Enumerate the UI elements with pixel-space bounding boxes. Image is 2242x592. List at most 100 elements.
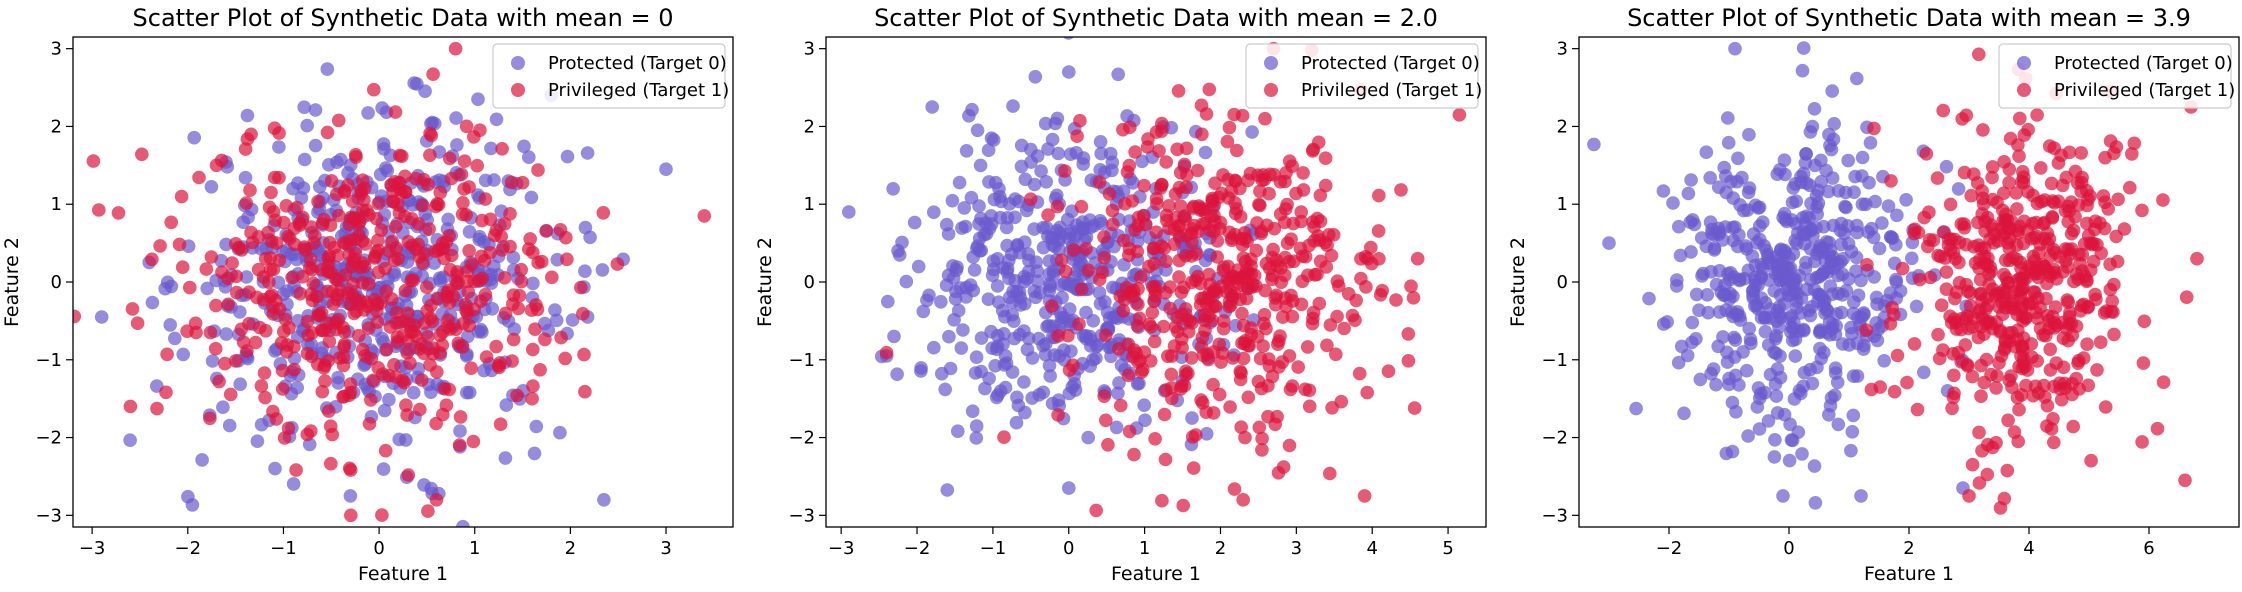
- scatter-point: [308, 103, 323, 117]
- scatter-point: [2136, 356, 2151, 370]
- scatter-point: [2093, 335, 2108, 350]
- scatter-point: [1850, 71, 1864, 86]
- scatter-point: [957, 201, 972, 215]
- scatter-point: [183, 280, 197, 295]
- scatter-point: [1325, 401, 1339, 415]
- scatter-point: [1093, 135, 1108, 149]
- scatter-point: [1235, 306, 1249, 321]
- scatter-point: [1795, 447, 1809, 461]
- scatter-point: [436, 407, 450, 422]
- scatter-point: [1265, 272, 1279, 287]
- scatter-point: [545, 270, 559, 285]
- scatter-point: [2054, 392, 2069, 407]
- scatter-point: [230, 285, 244, 300]
- scatter-point: [1133, 270, 1148, 284]
- scatter-point: [2044, 176, 2059, 191]
- scatter-point: [275, 363, 290, 378]
- scatter-point: [1881, 199, 1896, 213]
- scatter-point: [1695, 269, 1709, 283]
- scatter-point: [1170, 142, 1184, 157]
- x-axis-label: Feature 1: [1864, 563, 1954, 585]
- scatter-point: [1329, 347, 1343, 362]
- scatter-point: [1178, 209, 1192, 223]
- scatter-point: [1905, 251, 1919, 266]
- scatter-point: [554, 330, 568, 345]
- scatter-point: [1337, 321, 1351, 336]
- scatter-point: [289, 252, 304, 267]
- scatter-point: [1200, 347, 1215, 362]
- scatter-point: [478, 192, 493, 206]
- scatter-point: [1294, 214, 1309, 229]
- scatter-point: [1885, 231, 1900, 245]
- scatter-point: [1848, 169, 1862, 184]
- scatter-point: [1017, 324, 1031, 338]
- scatter-point: [1131, 210, 1146, 225]
- scatter-point: [565, 313, 580, 327]
- scatter-point: [1931, 327, 1945, 342]
- scatter-point: [1789, 301, 1804, 315]
- scatter-point: [1807, 459, 1822, 473]
- scatter-point: [538, 332, 552, 347]
- scatter-point: [221, 297, 236, 312]
- y-tick-label: −3: [788, 505, 815, 526]
- scatter-point: [415, 198, 430, 213]
- scatter-point: [1252, 420, 1267, 435]
- scatter-point: [1394, 183, 1408, 197]
- scatter-point: [881, 294, 895, 309]
- scatter-point: [1212, 337, 1226, 352]
- scatter-point: [1073, 113, 1087, 128]
- scatter-point: [1972, 47, 1986, 62]
- scatter-point: [842, 205, 856, 219]
- y-tick-label: −1: [788, 350, 815, 371]
- scatter-point: [1093, 163, 1107, 177]
- scatter-point: [1689, 287, 1704, 302]
- scatter-point: [942, 329, 956, 344]
- scatter-point: [1072, 317, 1086, 331]
- scatter-point: [1983, 232, 1997, 246]
- scatter-point: [456, 196, 470, 210]
- scatter-point: [1795, 63, 1810, 78]
- scatter-point: [398, 209, 412, 224]
- scatter-point: [1185, 430, 1200, 444]
- scatter-point: [597, 493, 611, 507]
- scatter-point: [2025, 350, 2039, 365]
- scatter-point: [1052, 349, 1067, 363]
- scatter-point: [203, 325, 218, 340]
- scatter-point: [1410, 251, 1425, 266]
- scatter-point: [2038, 390, 2052, 404]
- scatter-point: [1964, 188, 1978, 203]
- scatter-point: [1253, 184, 1267, 199]
- scatter-point: [1051, 408, 1065, 422]
- scatter-point: [159, 385, 173, 400]
- chart-title: Scatter Plot of Synthetic Data with mean…: [133, 4, 674, 32]
- y-tick-label: 1: [51, 194, 62, 215]
- scatter-point: [1030, 149, 1045, 163]
- scatter-point: [535, 254, 549, 269]
- scatter-point: [1302, 399, 1317, 414]
- scatter-point: [1883, 286, 1898, 300]
- scatter-point: [1043, 369, 1057, 383]
- scatter-point: [1262, 359, 1277, 373]
- legend-box: [1245, 43, 1479, 109]
- scatter-point: [441, 283, 456, 298]
- scatter-point: [176, 347, 190, 362]
- scatter-point: [357, 193, 371, 207]
- legend: Protected (Target 0) Privileged (Target 1…: [1998, 43, 2235, 109]
- scatter-point: [304, 287, 318, 302]
- scatter-point: [185, 498, 200, 512]
- scatter-point: [298, 243, 313, 257]
- scatter-point: [1194, 98, 1209, 113]
- scatter-point: [1699, 145, 1714, 159]
- scatter-point: [1058, 164, 1072, 178]
- scatter-point: [890, 367, 904, 382]
- chart-title: Scatter Plot of Synthetic Data with mean…: [1627, 4, 2191, 32]
- scatter-point: [1062, 386, 1077, 401]
- scatter-point: [2179, 290, 2194, 305]
- scatter-point: [1827, 117, 1841, 131]
- scatter-point: [2016, 313, 2030, 328]
- scatter-point: [1074, 199, 1089, 214]
- scatter-point: [2111, 192, 2125, 207]
- scatter-point: [355, 275, 370, 290]
- scatter-point: [459, 119, 474, 134]
- scatter-point: [1092, 175, 1107, 189]
